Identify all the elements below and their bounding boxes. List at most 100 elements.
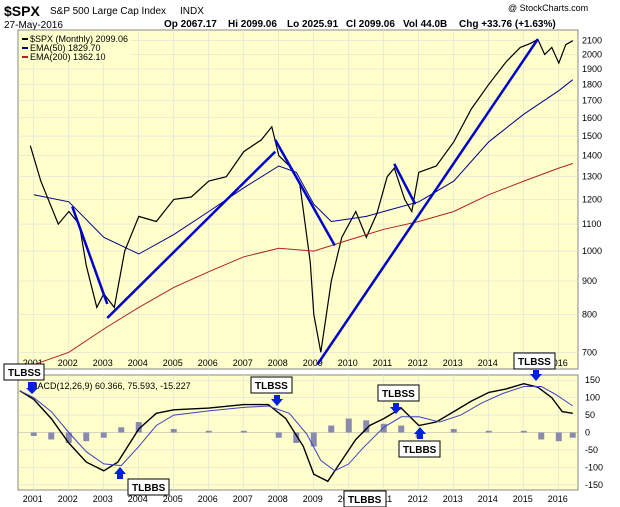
ticker-name: S&P 500 Large Cap Index <box>50 6 166 17</box>
callout-box <box>513 352 556 370</box>
price-tick-label: 900 <box>582 276 597 286</box>
exchange-label: INDX <box>180 6 204 17</box>
bottom-x-tick-label: 2013 <box>443 494 463 504</box>
macd-histogram-bar <box>538 432 545 440</box>
price-legend: $SPX (Monthly) 2099.06 EMA(50) 1829.70 E… <box>21 34 131 62</box>
bottom-x-tick-label: 2006 <box>198 494 218 504</box>
macd-series <box>19 382 576 483</box>
low-label: Lo 2025.91 <box>287 19 339 30</box>
bottom-x-tick-label: 2007 <box>233 494 253 504</box>
price-tick-label: 1700 <box>582 96 602 106</box>
callout-box <box>3 363 45 381</box>
macd-histogram-bar <box>205 430 212 433</box>
bottom-x-axis-ticks: 2001200220032004200520062007200820092010… <box>23 494 568 504</box>
macd-label: MACD(12,26,9) 60.366, 75.593, -15.227 <box>30 381 191 391</box>
callout-tlbss-2011: TLBSS <box>377 384 420 414</box>
macd-tick-label: -50 <box>585 445 598 455</box>
down-arrow-icon <box>26 382 38 394</box>
price-series <box>29 38 574 366</box>
macd-histogram-bar <box>30 432 37 436</box>
macd-tick-label: -150 <box>585 480 603 490</box>
price-tick-label: 1900 <box>582 64 602 74</box>
ticker-symbol: $SPX <box>4 3 40 19</box>
price-tick-label: 800 <box>582 309 597 319</box>
price-x-tick-label: 2016 <box>548 358 568 368</box>
price-tick-label: 1100 <box>582 219 601 229</box>
down-arrow-icon <box>390 403 402 414</box>
callout-label: TLBBS <box>132 483 166 494</box>
macd-tick-label: 0 <box>585 428 590 438</box>
macd-histogram-bar <box>83 432 90 442</box>
series-line-0 <box>29 38 574 353</box>
price-x-tick-label: 2001 <box>23 358 43 368</box>
macd-histogram-bar <box>485 430 492 433</box>
callout-label: TLBSS <box>382 389 415 400</box>
macd-histogram-bar <box>170 429 177 433</box>
macd-histogram-bar <box>65 432 72 443</box>
trendline-0 <box>71 206 109 305</box>
price-x-tick-label: 2012 <box>408 358 428 368</box>
price-tick-label: 1500 <box>582 131 602 141</box>
macd-histogram-bar <box>363 420 370 433</box>
price-x-tick-label: 2014 <box>478 358 498 368</box>
trendlines <box>71 38 539 366</box>
legend-price-label: $SPX (Monthly) 2099.06 <box>30 34 128 44</box>
price-x-tick-label: 2004 <box>128 358 148 368</box>
watermark: @ StockCharts.com <box>508 3 588 13</box>
callout-tlbss-2001: TLBSS <box>3 363 45 394</box>
callout-box <box>377 384 420 402</box>
change-label: Chg +33.76 (+1.63%) <box>459 19 556 30</box>
price-tick-label: 1200 <box>582 194 602 204</box>
signal-line <box>19 386 574 472</box>
macd-histogram-bar <box>520 430 527 433</box>
price-x-tick-label: 2006 <box>198 358 218 368</box>
bottom-x-tick-label: 2001 <box>23 494 43 504</box>
series-line-1 <box>33 79 574 255</box>
legend-ema50-label: EMA(50) 1829.70 <box>30 43 101 53</box>
open-label: Op 2067.17 <box>164 19 217 30</box>
price-tick-label: 700 <box>582 347 597 357</box>
volume-label: Vol 44.0B <box>403 19 447 30</box>
trendline-1 <box>106 150 277 319</box>
macd-histogram-bar <box>293 432 300 443</box>
price-x-tick-label: 2010 <box>338 358 358 368</box>
macd-axis-ticks: 150 100 50 0 -50 -100 -150 <box>585 375 603 490</box>
price-tick-label: 2000 <box>582 49 602 59</box>
macd-histogram-bar <box>380 423 387 433</box>
price-x-tick-label: 2007 <box>233 358 253 368</box>
bottom-x-tick-label: 2012 <box>408 494 428 504</box>
callout-label: TLBBS <box>403 445 437 456</box>
macd-tick-label: 100 <box>585 393 600 403</box>
price-tick-label: 1300 <box>582 172 602 182</box>
close-label: Cl 2099.06 <box>346 19 395 30</box>
macd-histogram-bar <box>240 430 247 433</box>
macd-histogram-bar <box>555 432 562 442</box>
callout-tlbss-2015: TLBSS <box>513 352 556 381</box>
macd-histogram-bar <box>310 432 317 447</box>
date-label: 27-May-2016 <box>4 20 63 31</box>
callout-tlbbs-2003: TLBBS <box>114 467 170 496</box>
macd-line <box>19 382 573 483</box>
macd-histogram-bar <box>450 429 457 433</box>
bottom-x-tick-label: 2004 <box>128 494 148 504</box>
macd-tick-label: -100 <box>585 462 603 472</box>
signal-callouts: TLBSS TLBBS TLBSS TLBSS TLBBS TLBBS <box>3 352 556 507</box>
legend-bg <box>21 34 131 62</box>
bottom-x-tick-label: 2008 <box>268 494 288 504</box>
bottom-x-tick-label: 2009 <box>303 494 323 504</box>
callout-label: TLBSS <box>8 368 41 379</box>
price-x-tick-label: 2005 <box>163 358 183 368</box>
bottom-x-tick-label: 2002 <box>58 494 78 504</box>
price-x-tick-label: 2008 <box>268 358 288 368</box>
up-arrow-icon <box>114 467 126 479</box>
high-label: Hi 2099.06 <box>228 19 277 30</box>
callout-label: TLBSS <box>518 357 551 368</box>
callout-label: TLBBS <box>348 495 382 506</box>
trendline-4 <box>393 163 417 205</box>
callout-box <box>398 440 441 458</box>
callout-box <box>250 376 293 394</box>
bottom-x-tick-label: 2016 <box>548 494 568 504</box>
price-x-tick-label: 2003 <box>93 358 113 368</box>
callout-tlbss-2007: TLBSS <box>250 376 293 406</box>
macd-tick-label: 150 <box>585 375 600 385</box>
